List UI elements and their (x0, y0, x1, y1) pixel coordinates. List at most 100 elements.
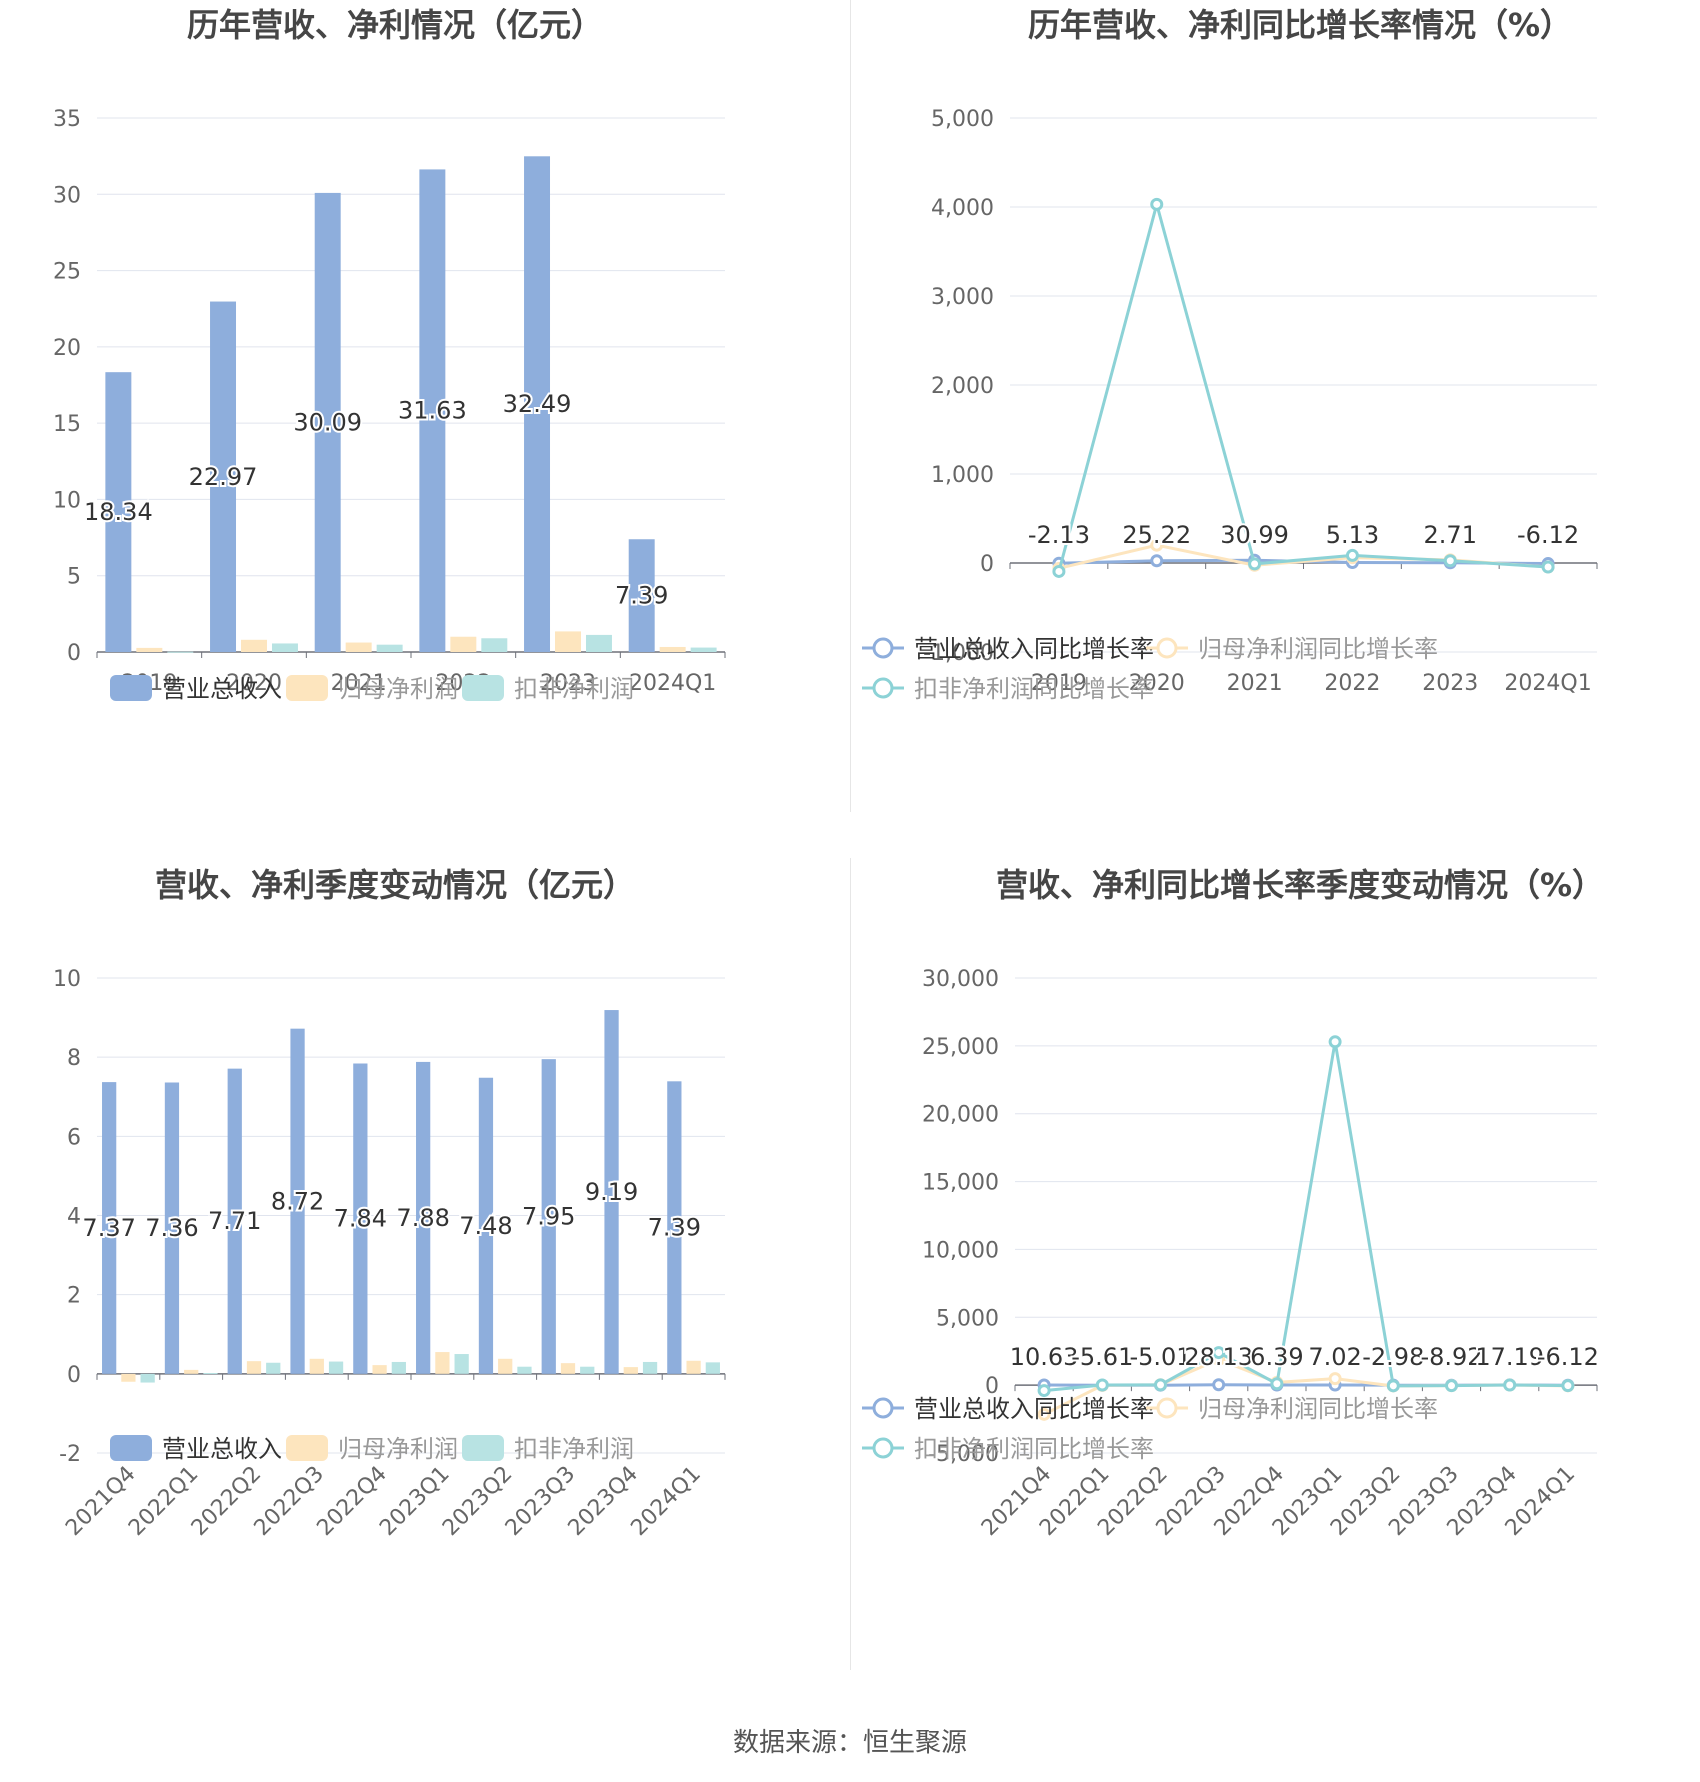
y-tick-label: 1,000 (931, 463, 994, 488)
y-tick-label: 20 (53, 336, 81, 361)
x-tick-label: 2024Q1 (626, 1462, 705, 1541)
bar-2 (140, 1373, 155, 1383)
bar-2 (376, 644, 403, 652)
data-point (1150, 197, 1164, 211)
y-tick-label: 10 (53, 488, 81, 513)
x-tick-label: 2022 (1324, 671, 1380, 696)
data-label: 32.49 (503, 390, 572, 418)
y-tick-label: 4,000 (931, 196, 994, 221)
y-tick-label: 20,000 (922, 1103, 999, 1128)
data-label: 18.34 (84, 498, 153, 526)
bar-1 (498, 1358, 513, 1374)
bar-0 (541, 1059, 556, 1374)
data-label: -5.01 (1129, 1343, 1191, 1371)
legend-label: 扣非净利润同比增长率 (914, 1435, 1154, 1463)
bar-1 (241, 639, 267, 652)
x-tick-label: 2023 (1422, 671, 1478, 696)
data-point (1150, 554, 1164, 568)
bar-2 (454, 1354, 469, 1374)
bar-0 (667, 1081, 682, 1374)
x-tick-label: 2024Q1 (629, 671, 716, 696)
data-point (1328, 1372, 1342, 1386)
vertical-divider-top (850, 0, 851, 812)
y-tick-label: 6 (67, 1125, 81, 1150)
data-point (1345, 548, 1359, 562)
data-point (1212, 1346, 1226, 1360)
y-tick-label: 2,000 (931, 374, 994, 399)
data-label: -8.92 (1420, 1343, 1482, 1371)
bar-0 (416, 1061, 431, 1374)
data-label: 7.95 (522, 1202, 575, 1230)
x-tick-label: 2020 (226, 671, 282, 696)
data-point (1248, 557, 1262, 571)
bar-2 (328, 1361, 344, 1374)
bar-2 (705, 1362, 720, 1374)
data-point (1037, 1407, 1051, 1421)
bar-1 (686, 1360, 701, 1374)
legend-label: 营业总收入同比增长率 (914, 1395, 1154, 1423)
x-tick-label: 2020 (1129, 671, 1185, 696)
data-point (1270, 1377, 1284, 1391)
annual-growth-rate-chart: 历年营收、净利同比增长率情况（%） -1,000 0 1,000 2,000 3,000 4… (850, 0, 1700, 860)
annual-revenue-profit-chart: 历年营收、净利情况（亿元）051015202530352019202020212… (0, 0, 850, 860)
chart-svg: 历年营收、净利情况（亿元）051015202530352019202020212… (53, 6, 726, 703)
y-tick-label: 25,000 (922, 1035, 999, 1060)
data-label: 30.99 (1220, 521, 1289, 549)
data-label: 7.39 (615, 582, 668, 610)
bar-2 (585, 634, 612, 652)
data-point (1095, 1378, 1109, 1392)
bar-1 (121, 1373, 136, 1382)
y-tick-label: -2 (59, 1442, 81, 1467)
data-label: 7.48 (459, 1212, 512, 1240)
data-point (1386, 1379, 1400, 1393)
data-point (1541, 560, 1555, 574)
data-label: -6.12 (1517, 521, 1579, 549)
data-label: 30.09 (293, 408, 362, 436)
legend-swatch (110, 675, 152, 701)
y-tick-label: 10 (53, 967, 81, 992)
bar-0 (314, 192, 341, 652)
chart-svg: 营收、净利季度变动情况（亿元）-202468102021Q42022Q12022… (53, 866, 726, 1541)
y-tick-label: 0 (980, 552, 994, 577)
data-point (1154, 1378, 1167, 1392)
y-tick-label: 15 (53, 412, 81, 437)
data-label: 7.84 (334, 1205, 387, 1233)
legend-marker (872, 1397, 894, 1419)
y-tick-label: 5,000 (931, 107, 994, 132)
legend-label: 扣非净利润 (514, 1435, 634, 1463)
data-label: 25.22 (1122, 521, 1191, 549)
data-label: 7.37 (82, 1214, 135, 1242)
legend-label: 归母净利润同比增长率 (1198, 1395, 1438, 1423)
bar-2 (481, 638, 508, 652)
chart-title: 营收、净利同比增长率季度变动情况（%） (996, 866, 1604, 904)
y-tick-label: 8 (67, 1046, 81, 1071)
bar-1 (136, 647, 163, 652)
bar-2 (271, 643, 298, 652)
quarterly-growth-rate-chart: 营收、净利同比增长率季度变动情况（%） -5,000 0 5,000 10,000 15,… (850, 860, 1700, 1720)
bar-0 (164, 1082, 180, 1374)
bar-0 (290, 1028, 305, 1374)
data-label: 7.39 (648, 1214, 701, 1242)
data-label: 9.19 (585, 1178, 638, 1206)
y-tick-label: 0 (67, 641, 81, 666)
data-source-footer: 数据来源：恒生聚源 (732, 1728, 967, 1758)
y-tick-label: 5 (67, 565, 81, 590)
bar-0 (353, 1063, 368, 1374)
data-point (1328, 1035, 1342, 1049)
bar-1 (555, 631, 581, 652)
legend-label: 归母净利润 (338, 675, 458, 703)
bar-1 (345, 642, 372, 652)
legend-label: 归母净利润 (338, 1435, 458, 1463)
y-tick-label: 25 (53, 260, 81, 285)
y-tick-label: 5,000 (936, 1306, 999, 1331)
y-tick-label: 2 (67, 1284, 81, 1309)
data-label: 7.36 (145, 1214, 198, 1242)
chart-title: 营收、净利季度变动情况（亿元） (155, 866, 635, 904)
y-tick-label: 30 (53, 183, 81, 208)
y-tick-label: 3,000 (931, 285, 994, 310)
data-point (1150, 538, 1164, 552)
data-label: -2.98 (1362, 1343, 1424, 1371)
data-point (1212, 1378, 1226, 1392)
bar-0 (102, 1082, 117, 1374)
data-label: -5.61 (1071, 1343, 1133, 1371)
